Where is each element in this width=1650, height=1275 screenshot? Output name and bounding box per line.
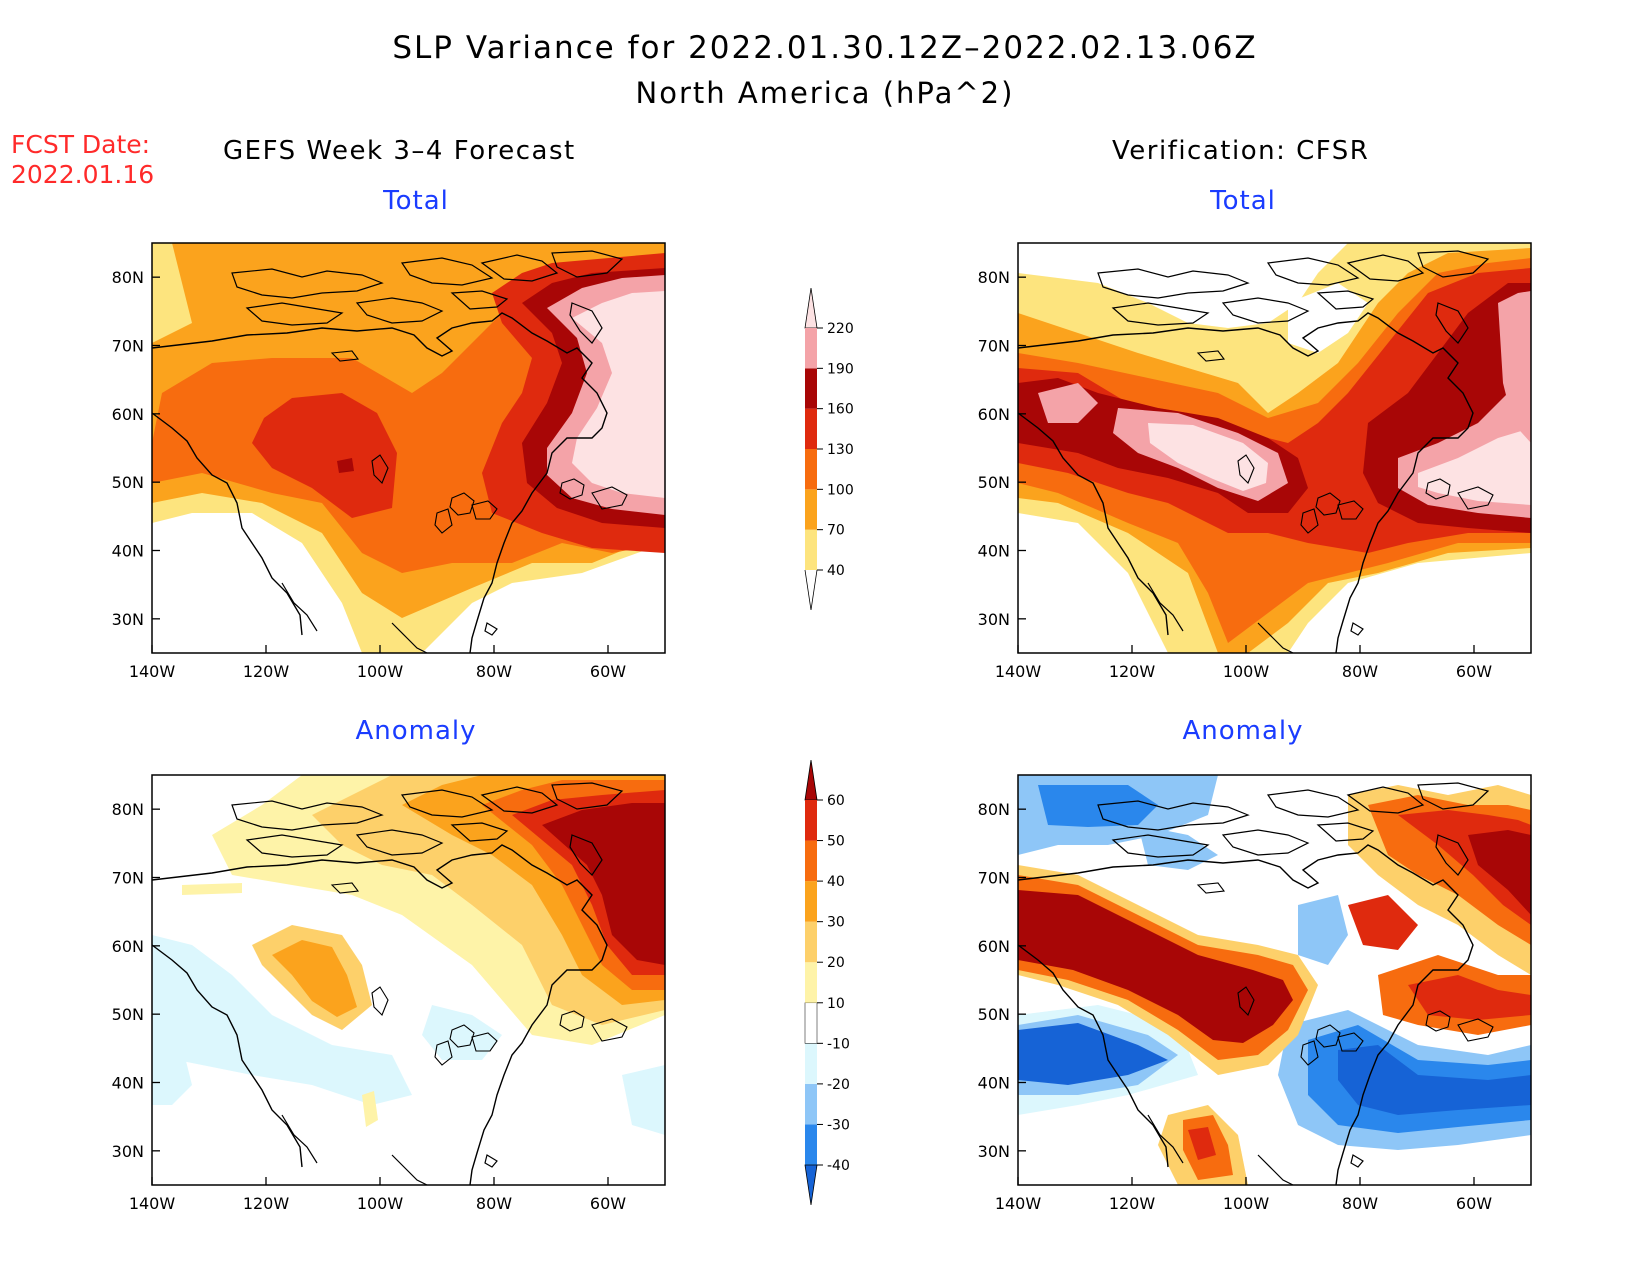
verification-anomaly-lat-label: 70N (978, 869, 1010, 888)
forecast-anomaly-lat-label: 70N (112, 869, 144, 888)
fcst-date-label: FCST Date: (11, 130, 151, 159)
colorbar-anomaly-label: 60 (827, 793, 845, 809)
colorbar-anomaly-box (804, 1002, 818, 1044)
forecast-total-lon-label: 80W (476, 662, 512, 681)
forecast-anomaly-lon-label: 100W (357, 1194, 404, 1213)
forecast-anomaly-lon-label: 60W (590, 1194, 626, 1213)
colorbar-total-label: 70 (827, 523, 845, 539)
forecast-anomaly-lon-label: 120W (243, 1194, 290, 1213)
forecast-anomaly-map (151, 774, 666, 1186)
verification-anomaly-lon-label: 60W (1456, 1194, 1492, 1213)
forecast-anomaly-lon-label: 140W (129, 1194, 176, 1213)
verification-total-lat-label: 80N (978, 268, 1010, 287)
forecast-total-lat-label: 30N (112, 610, 144, 629)
verification-total-map (1017, 242, 1532, 654)
colorbar-anomaly-label: -40 (827, 1158, 850, 1174)
colorbar-anomaly-label: 10 (827, 996, 845, 1012)
colorbar-total-label: 40 (827, 563, 845, 579)
forecast-anomaly-lat-label: 50N (112, 1005, 144, 1024)
colorbar-anomaly-label: 40 (827, 874, 845, 890)
verification-total-lat-label: 40N (978, 542, 1010, 561)
verification-anomaly-title: Anomaly (1182, 716, 1304, 746)
colorbar-anomaly-box (805, 840, 817, 882)
colorbar-anomaly-box (805, 881, 817, 922)
colorbar-anomaly-box (805, 1124, 817, 1165)
colorbar-total-box (805, 328, 817, 369)
colorbar-total-top-triangle (804, 287, 818, 329)
main-subtitle: North America (hPa^2) (635, 76, 1015, 110)
colorbar-anomaly-label: 20 (827, 955, 845, 971)
verification-total-lon-label: 140W (995, 662, 1042, 681)
forecast-total-lat-label: 40N (112, 542, 144, 561)
forecast-anomaly-lon-label: 80W (476, 1194, 512, 1213)
forecast-anomaly-lat-label: 80N (112, 800, 144, 819)
verification-column-title: Verification: CFSR (1112, 136, 1370, 166)
forecast-anomaly-lat-label: 60N (112, 937, 144, 956)
colorbar-total-bottom-triangle (804, 569, 818, 611)
colorbar-anomaly-label: 30 (827, 915, 845, 931)
verification-total-lon-label: 100W (1223, 662, 1270, 681)
colorbar-anomaly-label: 50 (827, 834, 845, 850)
verification-total-lat-label: 60N (978, 405, 1010, 424)
colorbar-total-box (805, 408, 817, 449)
colorbar-total-box (805, 449, 817, 490)
fcst-date-value: 2022.01.16 (11, 160, 155, 189)
colorbar-total-label: 100 (827, 482, 854, 498)
colorbar-total-label: 190 (827, 361, 854, 377)
colorbar-total-label: 220 (827, 321, 854, 337)
colorbar-anomaly-box (805, 1083, 817, 1125)
verification-total-lat-label: 70N (978, 337, 1010, 356)
colorbar-anomaly-box (805, 962, 817, 1003)
forecast-total-lon-label: 120W (243, 662, 290, 681)
forecast-total-lat-label: 60N (112, 405, 144, 424)
colorbar-anomaly-label: -30 (827, 1117, 850, 1133)
forecast-total-map (151, 242, 666, 654)
colorbar-anomaly-label: -20 (827, 1077, 850, 1093)
colorbar-anomaly-box (805, 921, 817, 963)
colorbar-anomaly-box (805, 800, 817, 841)
forecast-total-lat-label: 70N (112, 337, 144, 356)
forecast-total-lat-label: 80N (112, 268, 144, 287)
forecast-total-lon-label: 140W (129, 662, 176, 681)
verification-total-lat-label: 50N (978, 473, 1010, 492)
colorbar-anomaly-box (805, 1043, 817, 1084)
forecast-anomaly-lat-label: 30N (112, 1142, 144, 1161)
axes-layer: 140W 120W 100W 80W 60W 80N 70N 60N 50N 40N 30N 140W… (112, 268, 1493, 1213)
verification-anomaly-lat-label: 40N (978, 1074, 1010, 1093)
verification-total-lat-label: 30N (978, 610, 1010, 629)
verification-total-lon-label: 80W (1342, 662, 1378, 681)
verification-anomaly-lat-label: 80N (978, 800, 1010, 819)
colorbar-total-box (805, 489, 817, 530)
colorbar-total-label: 160 (827, 402, 854, 418)
verification-total-lon-label: 120W (1109, 662, 1156, 681)
colorbar-anomaly: -40 -30 -20 -10 10 20 30 40 50 60 (804, 759, 850, 1206)
verification-anomaly-map (1017, 774, 1532, 1186)
verification-anomaly-lat-label: 60N (978, 937, 1010, 956)
verification-anomaly-lon-label: 80W (1342, 1194, 1378, 1213)
colorbar-anomaly-top-triangle (804, 759, 818, 801)
verification-anomaly-lat-label: 50N (978, 1005, 1010, 1024)
verification-anomaly-lon-label: 100W (1223, 1194, 1270, 1213)
forecast-column-title: GEFS Week 3–4 Forecast (223, 136, 576, 166)
verification-anomaly-lat-label: 30N (978, 1142, 1010, 1161)
verification-anomaly-lon-label: 140W (995, 1194, 1042, 1213)
forecast-total-lon-label: 60W (590, 662, 626, 681)
colorbar-total-box (805, 529, 817, 570)
colorbar-total: 40 70 100 130 160 190 220 (804, 287, 854, 611)
forecast-total-lon-label: 100W (357, 662, 404, 681)
verification-total-lon-label: 60W (1456, 662, 1492, 681)
colorbar-total-label: 130 (827, 442, 854, 458)
main-title: SLP Variance for 2022.01.30.12Z–2022.02.… (392, 30, 1258, 66)
verification-anomaly-lon-label: 120W (1109, 1194, 1156, 1213)
colorbar-total-box (805, 368, 817, 409)
colorbar-anomaly-label: -10 (827, 1036, 850, 1052)
forecast-anomaly-lat-label: 40N (112, 1074, 144, 1093)
forecast-anomaly-title: Anomaly (355, 716, 477, 746)
verification-total-title: Total (1210, 186, 1276, 216)
forecast-total-title: Total (383, 186, 449, 216)
forecast-total-lat-label: 50N (112, 473, 144, 492)
colorbar-anomaly-bottom-triangle (804, 1164, 818, 1206)
